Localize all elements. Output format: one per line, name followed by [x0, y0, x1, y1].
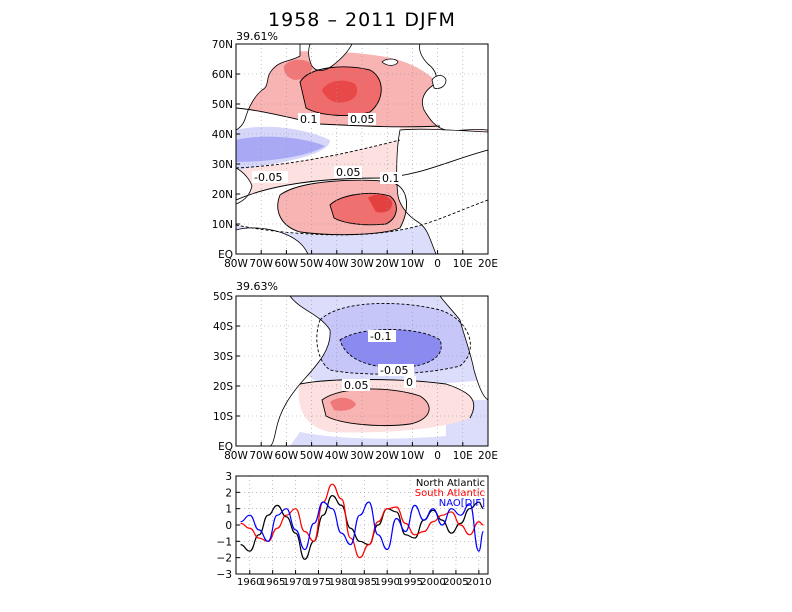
- ts-xtick-label: 1975: [306, 577, 331, 588]
- iceland-land: [381, 58, 399, 66]
- north-contour-f: [329, 192, 397, 226]
- south-contour-labels: -0.1 -0.05 0 0.05: [342, 330, 416, 392]
- south-blue-low: [290, 432, 446, 446]
- north-map-ytick-label: 30N: [212, 159, 233, 171]
- south-map-xtick-label: 20W: [375, 450, 399, 462]
- north-contour-label: 0.05: [336, 166, 361, 179]
- north-contour-d: [236, 149, 488, 201]
- south-map-ytick-label: EQ: [218, 441, 233, 453]
- north-variance-label: 39.61%: [236, 30, 278, 43]
- ts-ytick-label: −2: [217, 553, 232, 565]
- south-contour-c: [299, 379, 475, 419]
- ts-xtick-label: 1970: [283, 577, 308, 588]
- south-map-xtick-label: 80W: [224, 450, 248, 462]
- south-contour-label: -0.1: [370, 330, 391, 343]
- north-map-ytick-label: 10N: [212, 219, 233, 231]
- ts-ytick-label: −3: [217, 569, 232, 581]
- south-map-ytick-label: 10S: [213, 411, 233, 423]
- ts-xtick-label: 1995: [397, 577, 422, 588]
- north-contour-b: [299, 66, 382, 116]
- south-contour-label: 0: [406, 376, 413, 389]
- ts-ytick-label: 2: [225, 487, 232, 499]
- south-map-xtick-label: 20E: [478, 450, 498, 462]
- north-map-ytick-label: EQ: [218, 249, 233, 261]
- south-contour-label: -0.05: [380, 364, 408, 377]
- north-blue-south: [236, 200, 488, 254]
- north-map-ytick-label: 70N: [212, 39, 233, 51]
- north-map-ytick-label: 40N: [212, 129, 233, 141]
- ts-xtick-label: 1985: [352, 577, 377, 588]
- ts-xtick-label: 2005: [443, 577, 468, 588]
- north-contour-e: [277, 179, 407, 236]
- north-map-xtick-label: 60W: [275, 258, 299, 270]
- ts-legend-entry: NAO[DJF]: [439, 498, 485, 509]
- north-map-ytick-label: 60N: [212, 69, 233, 81]
- south-map-xtick-label: 0: [434, 450, 441, 462]
- south-map-xtick-label: 10E: [453, 450, 473, 462]
- north-america-land: [236, 44, 301, 131]
- north-red-sub-core2: [368, 194, 393, 213]
- south-blue-core: [340, 329, 442, 368]
- ts-legend-entry: North Atlantic: [416, 478, 485, 489]
- north-map-xtick-label: 80W: [224, 258, 248, 270]
- ts-series-line-1: [240, 483, 484, 559]
- north-blue-inner: [236, 136, 325, 162]
- ts-xtick-label: 2000: [420, 577, 445, 588]
- ts-ytick-label: 3: [225, 471, 232, 483]
- north-contour-label: 0.1: [382, 172, 400, 185]
- north-map-xtick-label: 20E: [478, 258, 498, 270]
- north-contour-g: [236, 199, 488, 236]
- africa-land-s: [439, 296, 488, 401]
- north-map-ytick-label: 50N: [212, 99, 233, 111]
- north-contour-labels: 0.1 0.05 -0.05 0.05 0.1: [252, 113, 402, 185]
- south-atlantic-panel: 39.63% -0.1 -0.05 0: [213, 280, 498, 462]
- north-map-xtick-label: 10E: [453, 258, 473, 270]
- south-map-ytick-label: 50S: [213, 291, 233, 303]
- north-map-xtick-label: 30W: [350, 258, 374, 270]
- south-map-xtick-label: 50W: [300, 450, 324, 462]
- south-map-xtick-label: 10W: [401, 450, 425, 462]
- north-map-xtick-label: 20W: [375, 258, 399, 270]
- south-map-xtick-label: 30W: [350, 450, 374, 462]
- ts-series-line-2: [240, 501, 485, 552]
- ts-xtick-label: 2010: [466, 577, 491, 588]
- south-map-ytick-label: 40S: [213, 321, 233, 333]
- ts-ytick-label: −1: [217, 536, 232, 548]
- north-red-gl: [283, 59, 313, 80]
- south-variance-label: 39.63%: [236, 280, 278, 293]
- ts-xtick-label: 1980: [329, 577, 354, 588]
- ts-ytick-label: 0: [225, 520, 232, 532]
- north-atlantic-panel: 39.61%: [212, 30, 498, 270]
- ts-xtick-label: 1960: [237, 577, 262, 588]
- timeseries-panel: −3 −2 −1 0 1 2 3 196019651970197519801985199019…: [217, 471, 492, 588]
- south-map-ytick-label: 20S: [213, 381, 233, 393]
- north-map-ytick-label: 20N: [212, 189, 233, 201]
- south-map-xtick-label: 60W: [275, 450, 299, 462]
- north-contour-label: -0.05: [254, 171, 282, 184]
- north-map-xtick-label: 70W: [249, 258, 273, 270]
- south-contour-label: 0.05: [344, 379, 369, 392]
- south-map-ytick-label: 30S: [213, 351, 233, 363]
- ts-legend-entry: South Atlantic: [415, 488, 485, 499]
- ts-ytick-label: 1: [225, 504, 232, 516]
- north-red-core2: [322, 80, 358, 103]
- south-contour-a: [316, 302, 471, 375]
- south-red-core: [322, 388, 430, 426]
- ts-xtick-label: 1990: [374, 577, 399, 588]
- north-map-xtick-label: 10W: [401, 258, 425, 270]
- north-contour-a: [236, 107, 441, 128]
- north-contour-label: 0.1: [300, 113, 318, 126]
- ts-xtick-label: 1965: [260, 577, 285, 588]
- north-contour-c: [236, 139, 401, 169]
- north-map-xtick-label: 0: [434, 258, 441, 270]
- north-map-xtick-label: 50W: [300, 258, 324, 270]
- south-contour-b: [339, 329, 442, 369]
- greenland-land: [308, 44, 353, 71]
- figure-title: 1958 – 2011 DJFM: [268, 9, 456, 31]
- south-map-xtick-label: 70W: [249, 450, 273, 462]
- north-contour-label: 0.05: [350, 113, 375, 126]
- north-map-xtick-label: 40W: [325, 258, 349, 270]
- south-map-xtick-label: 40W: [325, 450, 349, 462]
